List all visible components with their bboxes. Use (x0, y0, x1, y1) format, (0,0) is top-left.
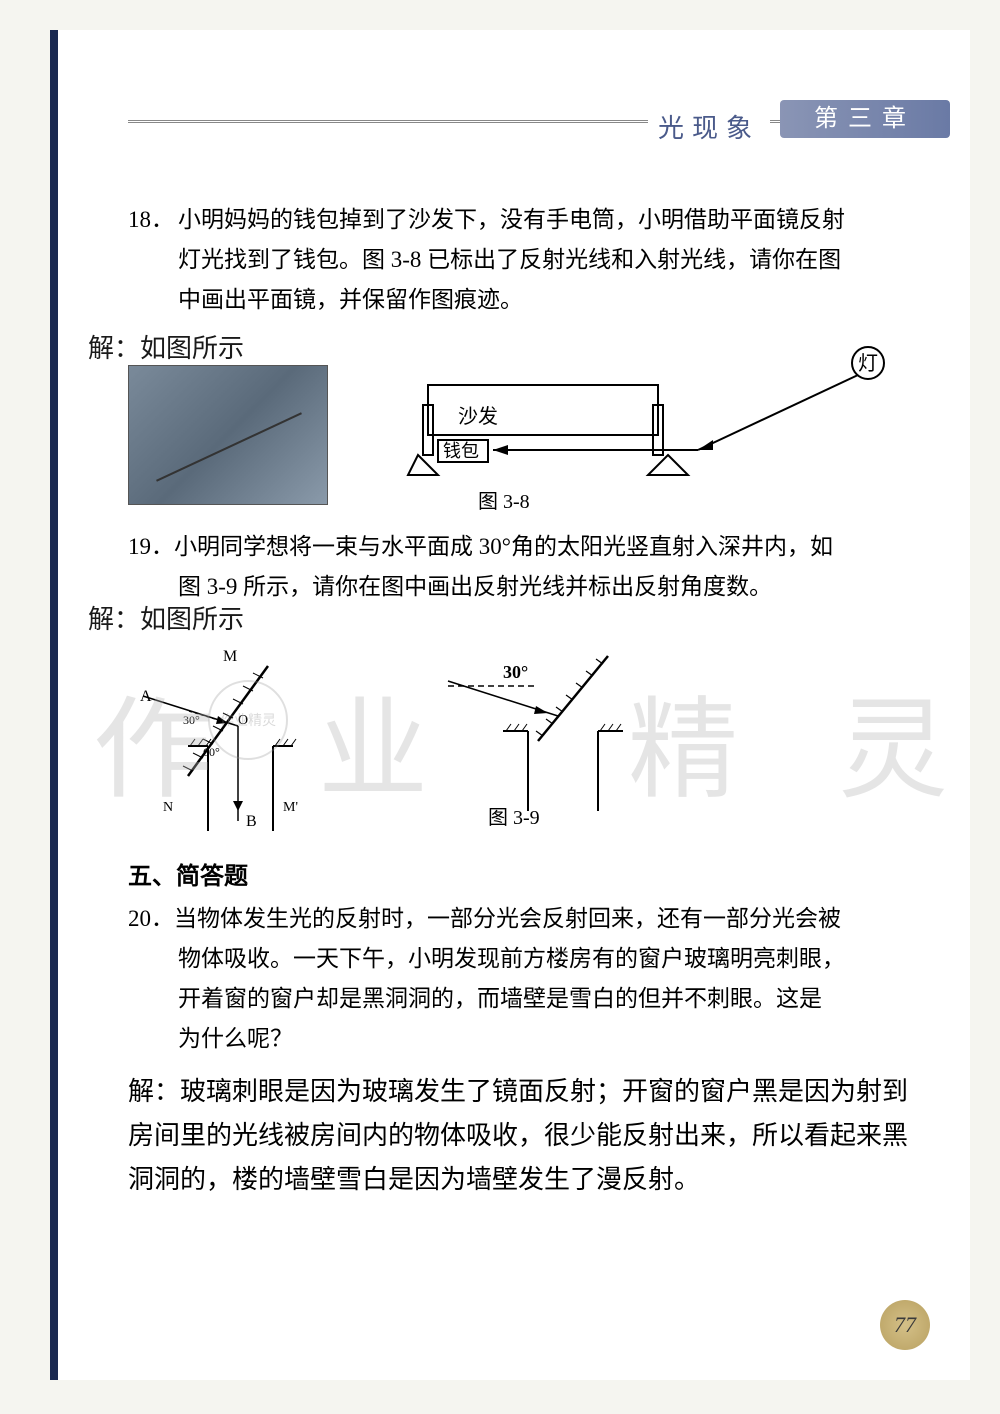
figure-3-8-area: 灯 沙发 钱包 图 3-8 (128, 335, 930, 515)
q18-number: 18． (128, 200, 178, 240)
svg-text:M: M (223, 648, 237, 665)
question-20: 20．当物体发生光的反射时，一部分光会反射回来，还有一部分光会被 物体吸收。一天… (128, 899, 930, 1059)
svg-text:B: B (246, 813, 257, 830)
q20-line4: 为什么呢？ (128, 1019, 930, 1059)
lamp-label: 灯 (858, 352, 878, 375)
section-5-title: 五、简答题 (128, 856, 930, 891)
svg-text:30°: 30° (503, 662, 528, 682)
fig-3-8-caption: 图 3-8 (478, 485, 530, 514)
question-19: 19．小明同学想将一束与水平面成 30°角的太阳光竖直射入深井内，如 图 3-9… (128, 527, 930, 607)
q20-line3: 开着窗的窗户却是黑洞洞的，而墙壁是雪白的但并不刺眼。这是 (128, 979, 930, 1019)
q20-answer: 解：玻璃刺眼是因为玻璃发生了镜面反射；开窗的窗户黑是因为射到房间里的光线被房间内… (128, 1069, 930, 1201)
q20-number: 20． (128, 906, 174, 931)
q19-original-diagram: 30° (428, 646, 728, 816)
fig-3-9-caption: 图 3-9 (488, 801, 540, 830)
q18-line3: 中画出平面镜，并保留作图痕迹。 (128, 280, 930, 320)
svg-text:M': M' (283, 800, 298, 815)
svg-text:N: N (163, 800, 173, 815)
question-18: 18．小明妈妈的钱包掉到了沙发下，没有手电筒，小明借助平面镜反射 灯光找到了钱包… (128, 200, 930, 320)
q19-number: 19． (128, 534, 174, 559)
q20-line1: 当物体发生光的反射时，一部分光会反射回来，还有一部分光会被 (174, 906, 841, 931)
svg-text:30°: 30° (183, 713, 200, 727)
mirror-photo (128, 365, 328, 505)
page-number: 77 (880, 1300, 930, 1350)
q20-line2: 物体吸收。一天下午，小明发现前方楼房有的窗户玻璃明亮刺眼， (128, 939, 930, 979)
sofa-label: 沙发 (458, 405, 498, 428)
wallet-label: 钱包 (443, 441, 479, 461)
section-title: 光现象 (648, 108, 770, 145)
q19-line1: 小明同学想将一束与水平面成 30°角的太阳光竖直射入深井内，如 (174, 534, 833, 559)
sofa-diagram: 灯 沙发 钱包 (368, 345, 908, 505)
q18-line2: 灯光找到了钱包。图 3-8 已标出了反射光线和入射光线，请你在图 (128, 240, 930, 280)
page-container: 光现象 第三章 18．小明妈妈的钱包掉到了沙发下，没有手电筒，小明借助平面镜反射… (50, 30, 970, 1380)
q18-line1: 小明妈妈的钱包掉到了沙发下，没有手电筒，小明借助平面镜反射 (178, 207, 845, 232)
chapter-tab: 第三章 (780, 100, 950, 138)
svg-text:60°: 60° (203, 745, 220, 759)
watermark-stamp: 作业精灵 (208, 680, 288, 760)
